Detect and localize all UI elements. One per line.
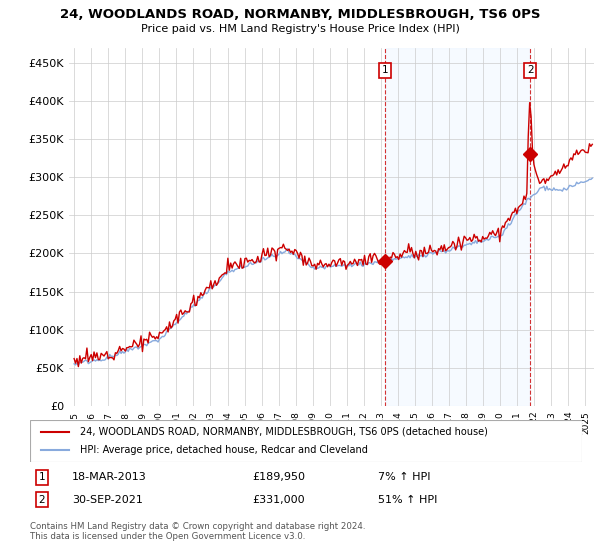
FancyBboxPatch shape (30, 420, 582, 462)
Text: 30-SEP-2021: 30-SEP-2021 (72, 494, 143, 505)
Text: 1: 1 (38, 472, 46, 482)
Text: HPI: Average price, detached house, Redcar and Cleveland: HPI: Average price, detached house, Redc… (80, 445, 368, 455)
Text: 2: 2 (38, 494, 46, 505)
Text: 2: 2 (527, 66, 533, 76)
Text: 51% ↑ HPI: 51% ↑ HPI (378, 494, 437, 505)
Bar (385, 48, 530, 406)
Text: 1: 1 (382, 66, 388, 76)
Text: £331,000: £331,000 (252, 494, 305, 505)
Text: Price paid vs. HM Land Registry's House Price Index (HPI): Price paid vs. HM Land Registry's House … (140, 24, 460, 34)
Text: Contains HM Land Registry data © Crown copyright and database right 2024.
This d: Contains HM Land Registry data © Crown c… (30, 522, 365, 542)
Text: 24, WOODLANDS ROAD, NORMANBY, MIDDLESBROUGH, TS6 0PS (detached house): 24, WOODLANDS ROAD, NORMANBY, MIDDLESBRO… (80, 427, 488, 437)
Text: 7% ↑ HPI: 7% ↑ HPI (378, 472, 431, 482)
Text: £189,950: £189,950 (252, 472, 305, 482)
Text: 24, WOODLANDS ROAD, NORMANBY, MIDDLESBROUGH, TS6 0PS: 24, WOODLANDS ROAD, NORMANBY, MIDDLESBRO… (60, 8, 540, 21)
Text: 18-MAR-2013: 18-MAR-2013 (72, 472, 147, 482)
